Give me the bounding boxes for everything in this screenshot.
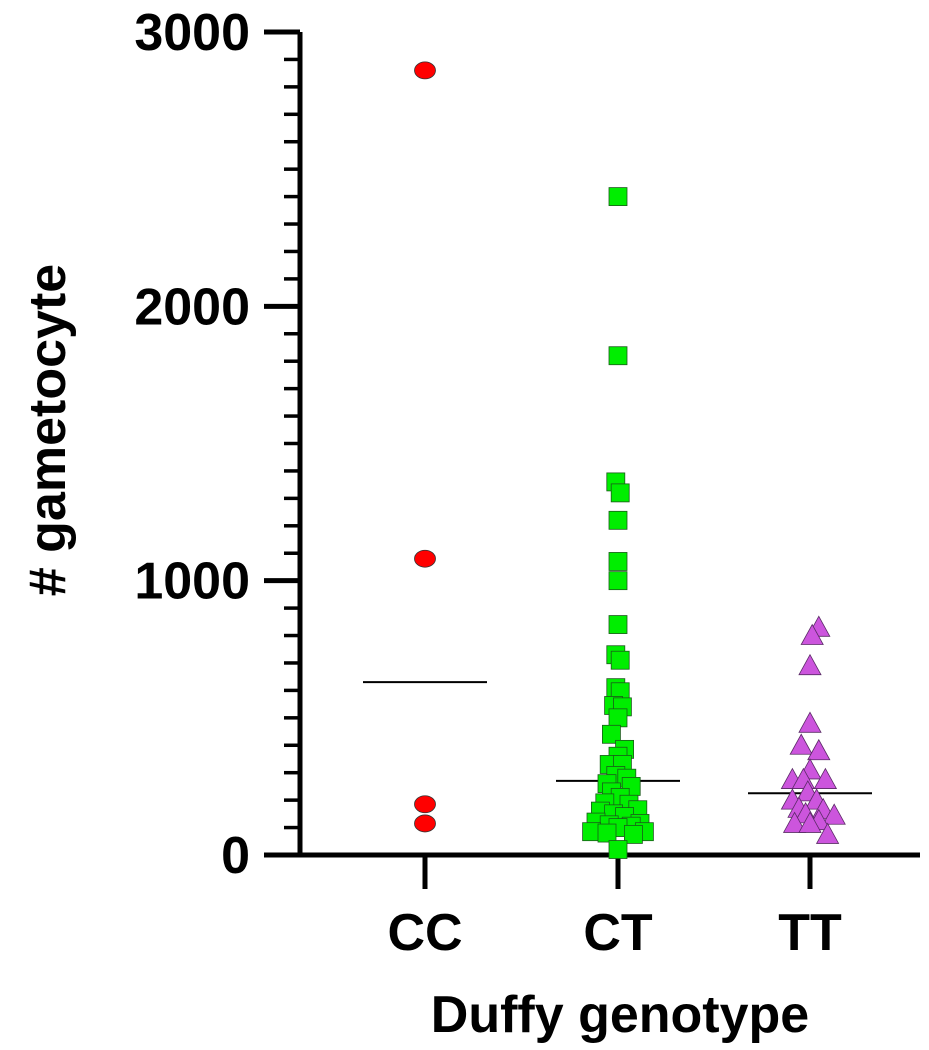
y-tick-label: 0 <box>221 827 250 885</box>
data-point-tt <box>798 711 822 733</box>
data-point-ct <box>610 483 630 503</box>
y-tick-label: 3000 <box>134 4 250 62</box>
data-point-ct <box>608 187 628 207</box>
data-point-tt <box>782 811 807 833</box>
data-point-ct <box>608 708 628 728</box>
data-point-ct <box>608 510 628 530</box>
x-tick-label: TT <box>778 904 842 962</box>
data-point-ct <box>608 346 628 366</box>
data-point-cc <box>414 814 436 833</box>
data-point-tt <box>813 767 838 789</box>
x-axis: CC CT TT <box>298 852 920 962</box>
data-point-tt <box>815 822 840 844</box>
data-point-cc <box>414 795 436 814</box>
data-point-tt <box>822 803 846 825</box>
data-point-tt <box>789 733 813 755</box>
y-axis-title: # gametocyte <box>19 264 77 596</box>
data-point-ct <box>608 615 628 634</box>
x-tick-label: CT <box>583 904 653 962</box>
y-tick-label: 1000 <box>134 553 250 611</box>
data-point-ct <box>597 823 617 843</box>
data-point-ct <box>608 840 628 859</box>
data-point-tt <box>798 811 822 833</box>
x-axis-title: Duffy genotype <box>431 986 809 1044</box>
data-point-ct <box>608 571 628 591</box>
y-tick-label: 2000 <box>134 278 250 336</box>
data-point-cc <box>414 61 436 80</box>
data-point-ct <box>624 825 643 844</box>
data-point-tt <box>807 738 831 761</box>
x-tick-label: CC <box>387 904 462 962</box>
y-axis: 0 1000 2000 3000 <box>134 4 303 885</box>
data-point-tt <box>800 623 824 645</box>
data-points <box>414 61 846 859</box>
data-point-tt <box>798 653 822 676</box>
data-point-ct <box>602 724 621 744</box>
data-point-cc <box>414 549 436 568</box>
data-point-ct <box>610 650 630 670</box>
data-point-ct <box>608 552 628 571</box>
